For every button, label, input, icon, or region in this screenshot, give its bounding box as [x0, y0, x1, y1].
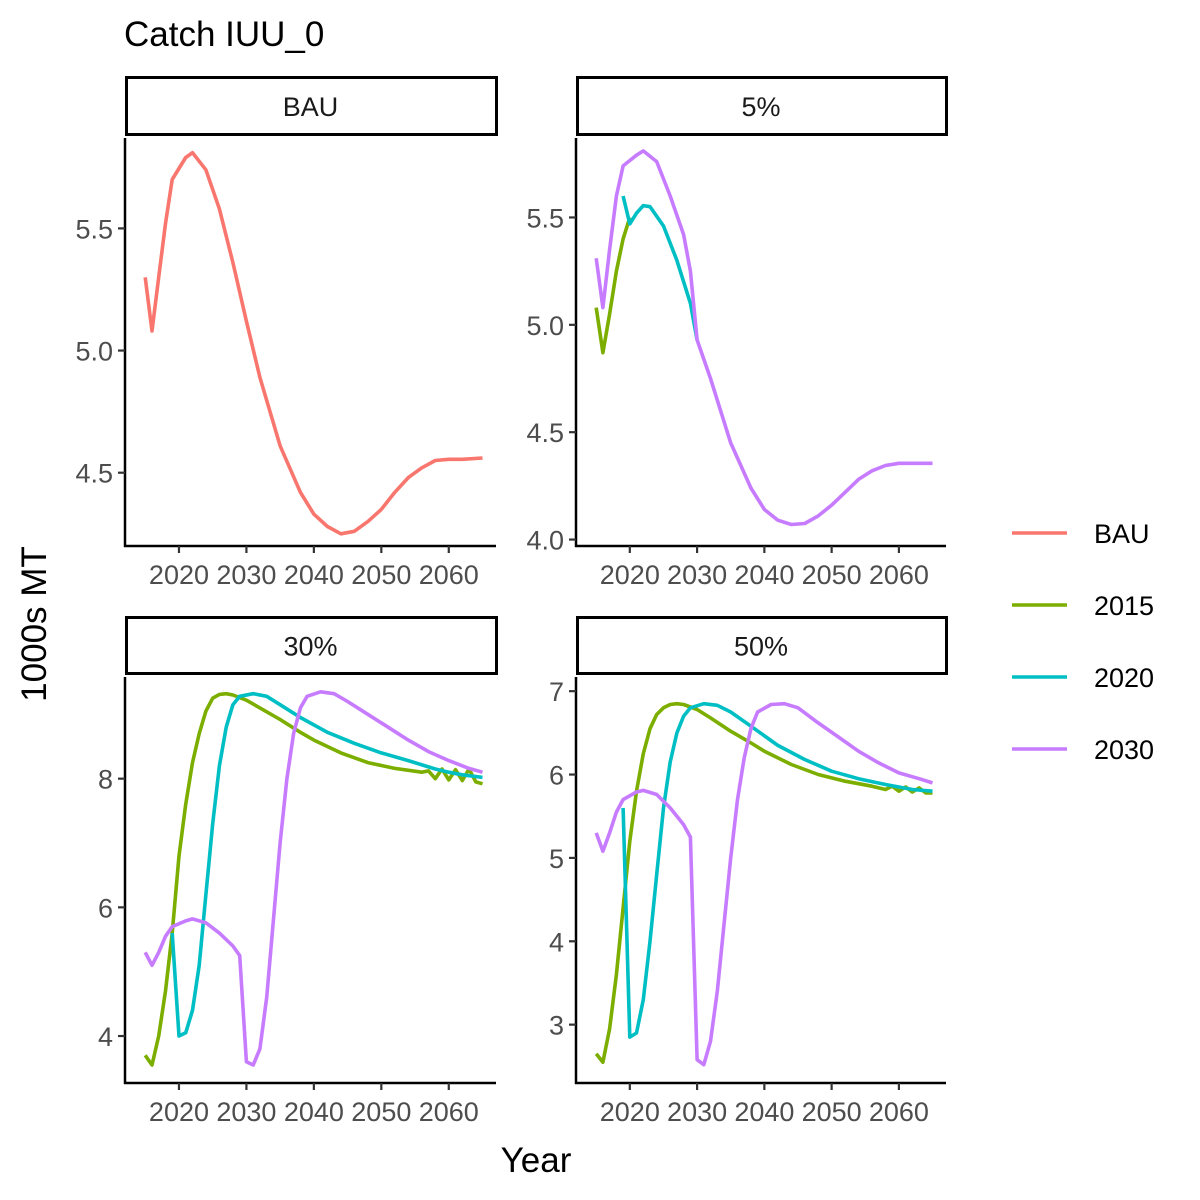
y-tick-label: 3: [549, 1011, 564, 1041]
x-tick-label: 2040: [734, 1097, 794, 1127]
x-tick-label: 2020: [149, 560, 209, 590]
legend: BAU 2015 2020 2030: [1012, 519, 1154, 765]
y-tick-label: 5.5: [526, 203, 564, 233]
y-tick-label: 4.0: [526, 526, 564, 556]
x-tick-label: 2050: [351, 560, 411, 590]
facet-strip-label: 50%: [734, 632, 788, 662]
legend-item: 2030: [1012, 735, 1154, 765]
legend-label: 2015: [1094, 591, 1154, 621]
x-tick-label: 2020: [600, 560, 660, 590]
y-tick-label: 6: [98, 893, 113, 923]
y-tick-label: 4: [549, 927, 564, 957]
facet-strip-label: 5%: [741, 92, 780, 122]
facet-strip-label: BAU: [283, 92, 339, 122]
x-tick-label: 2050: [351, 1097, 411, 1127]
facet-panel: 30% 2020 2030 2040 2050 2060 4 6 8: [98, 616, 498, 1127]
y-tick-label: 5.5: [75, 214, 113, 244]
series-line-2020: [170, 691, 483, 1038]
x-tick-label: 2030: [216, 1097, 276, 1127]
y-tick-label: 6: [549, 761, 564, 791]
y-tick-label: 4.5: [75, 459, 113, 489]
facet-strip: [576, 76, 948, 136]
series-line-2030: [143, 690, 483, 1067]
series-line-2015: [594, 701, 933, 1064]
x-tick-label: 2030: [667, 1097, 727, 1127]
series-line-2015: [143, 691, 483, 1067]
series-line-2020: [621, 701, 933, 1039]
facet-strip: [125, 76, 498, 136]
legend-label: 2020: [1094, 663, 1154, 693]
x-tick-label: 2030: [667, 560, 727, 590]
y-tick-label: 4: [98, 1022, 113, 1052]
legend-item: BAU: [1012, 519, 1150, 549]
y-axis-title: 1000s MT: [15, 546, 54, 702]
x-tick-label: 2040: [284, 560, 344, 590]
facet-panel: 50% 2020 2030 2040 2050 2060 3 4 5 6 7: [549, 616, 948, 1127]
x-tick-label: 2030: [216, 560, 276, 590]
x-axis-title: Year: [501, 1141, 572, 1180]
x-tick-label: 2060: [419, 1097, 479, 1127]
y-tick-label: 4.5: [526, 418, 564, 448]
series-line-2015: [594, 216, 632, 355]
y-tick-label: 5.0: [75, 337, 113, 367]
x-tick-label: 2060: [869, 560, 929, 590]
chart-title: Catch IUU_0: [124, 15, 324, 54]
facet-panel: 5% 2020 2030 2040 2050 2060 4.0 4.5 5.0 5.5: [526, 76, 948, 590]
series-line-BAU: [143, 150, 483, 536]
legend-item: 2015: [1012, 591, 1154, 621]
x-tick-label: 2040: [284, 1097, 344, 1127]
x-tick-label: 2050: [802, 1097, 862, 1127]
x-tick-label: 2060: [419, 560, 479, 590]
x-tick-label: 2020: [149, 1097, 209, 1127]
legend-item: 2020: [1012, 663, 1154, 693]
x-tick-label: 2050: [802, 560, 862, 590]
x-tick-label: 2020: [600, 1097, 660, 1127]
facet-strip-label: 30%: [283, 632, 337, 662]
x-tick-label: 2040: [734, 560, 794, 590]
legend-label: BAU: [1094, 519, 1150, 549]
facet-strip: [576, 616, 948, 675]
series-line-2020: [621, 195, 699, 341]
legend-label: 2030: [1094, 735, 1154, 765]
y-tick-label: 7: [549, 677, 564, 707]
series-line-2030: [594, 701, 934, 1067]
y-tick-label: 8: [98, 765, 113, 795]
series-line-2030: [594, 149, 933, 527]
y-tick-label: 5: [549, 844, 564, 874]
y-tick-label: 5.0: [526, 311, 564, 341]
facet-strip: [125, 616, 498, 675]
facet-panel: BAU 2020 2030 2040 2050 2060 4.5 5.0 5.5: [75, 76, 498, 590]
x-tick-label: 2060: [869, 1097, 929, 1127]
